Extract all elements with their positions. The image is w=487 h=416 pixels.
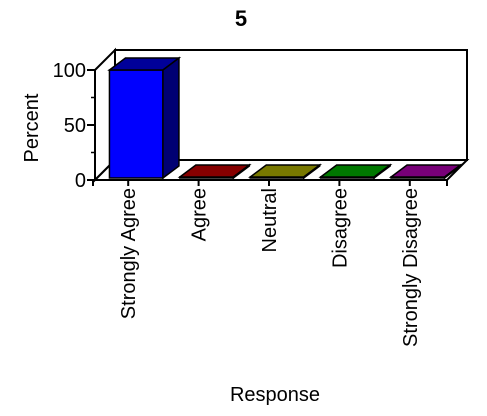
x-tick-label: Disagree: [329, 188, 351, 268]
x-tick-label: Strongly Agree: [118, 188, 140, 319]
x-tick-label: Neutral: [259, 188, 281, 252]
y-tick-label: 50: [64, 115, 86, 137]
x-tick-label: Agree: [189, 188, 211, 241]
x-axis: [92, 180, 448, 186]
bar-agree: [177, 163, 252, 180]
bar-strongly-disagree: [388, 163, 463, 180]
bar-side: [373, 163, 391, 180]
bar-side: [443, 163, 462, 180]
bar-disagree: [318, 163, 393, 180]
chart-title: 5: [235, 6, 247, 31]
bars: [107, 56, 463, 180]
bar-side: [232, 163, 251, 180]
bar-side: [303, 163, 321, 180]
bar-front: [108, 69, 164, 179]
x-axis-label: Response: [230, 384, 320, 406]
bar-side: [162, 56, 180, 180]
bar-strongly-agree: [107, 56, 182, 180]
y-axis: 0 50 100: [53, 60, 96, 192]
y-axis-label: Percent: [21, 93, 43, 162]
category-labels: Strongly Agree Agree Neutral Disagree Strong…: [118, 188, 422, 347]
x-tick-label: Strongly Disagree: [400, 188, 422, 347]
bar-neutral: [247, 163, 323, 180]
y-tick-label: 0: [75, 170, 86, 192]
y-tick-label: 100: [53, 60, 86, 82]
